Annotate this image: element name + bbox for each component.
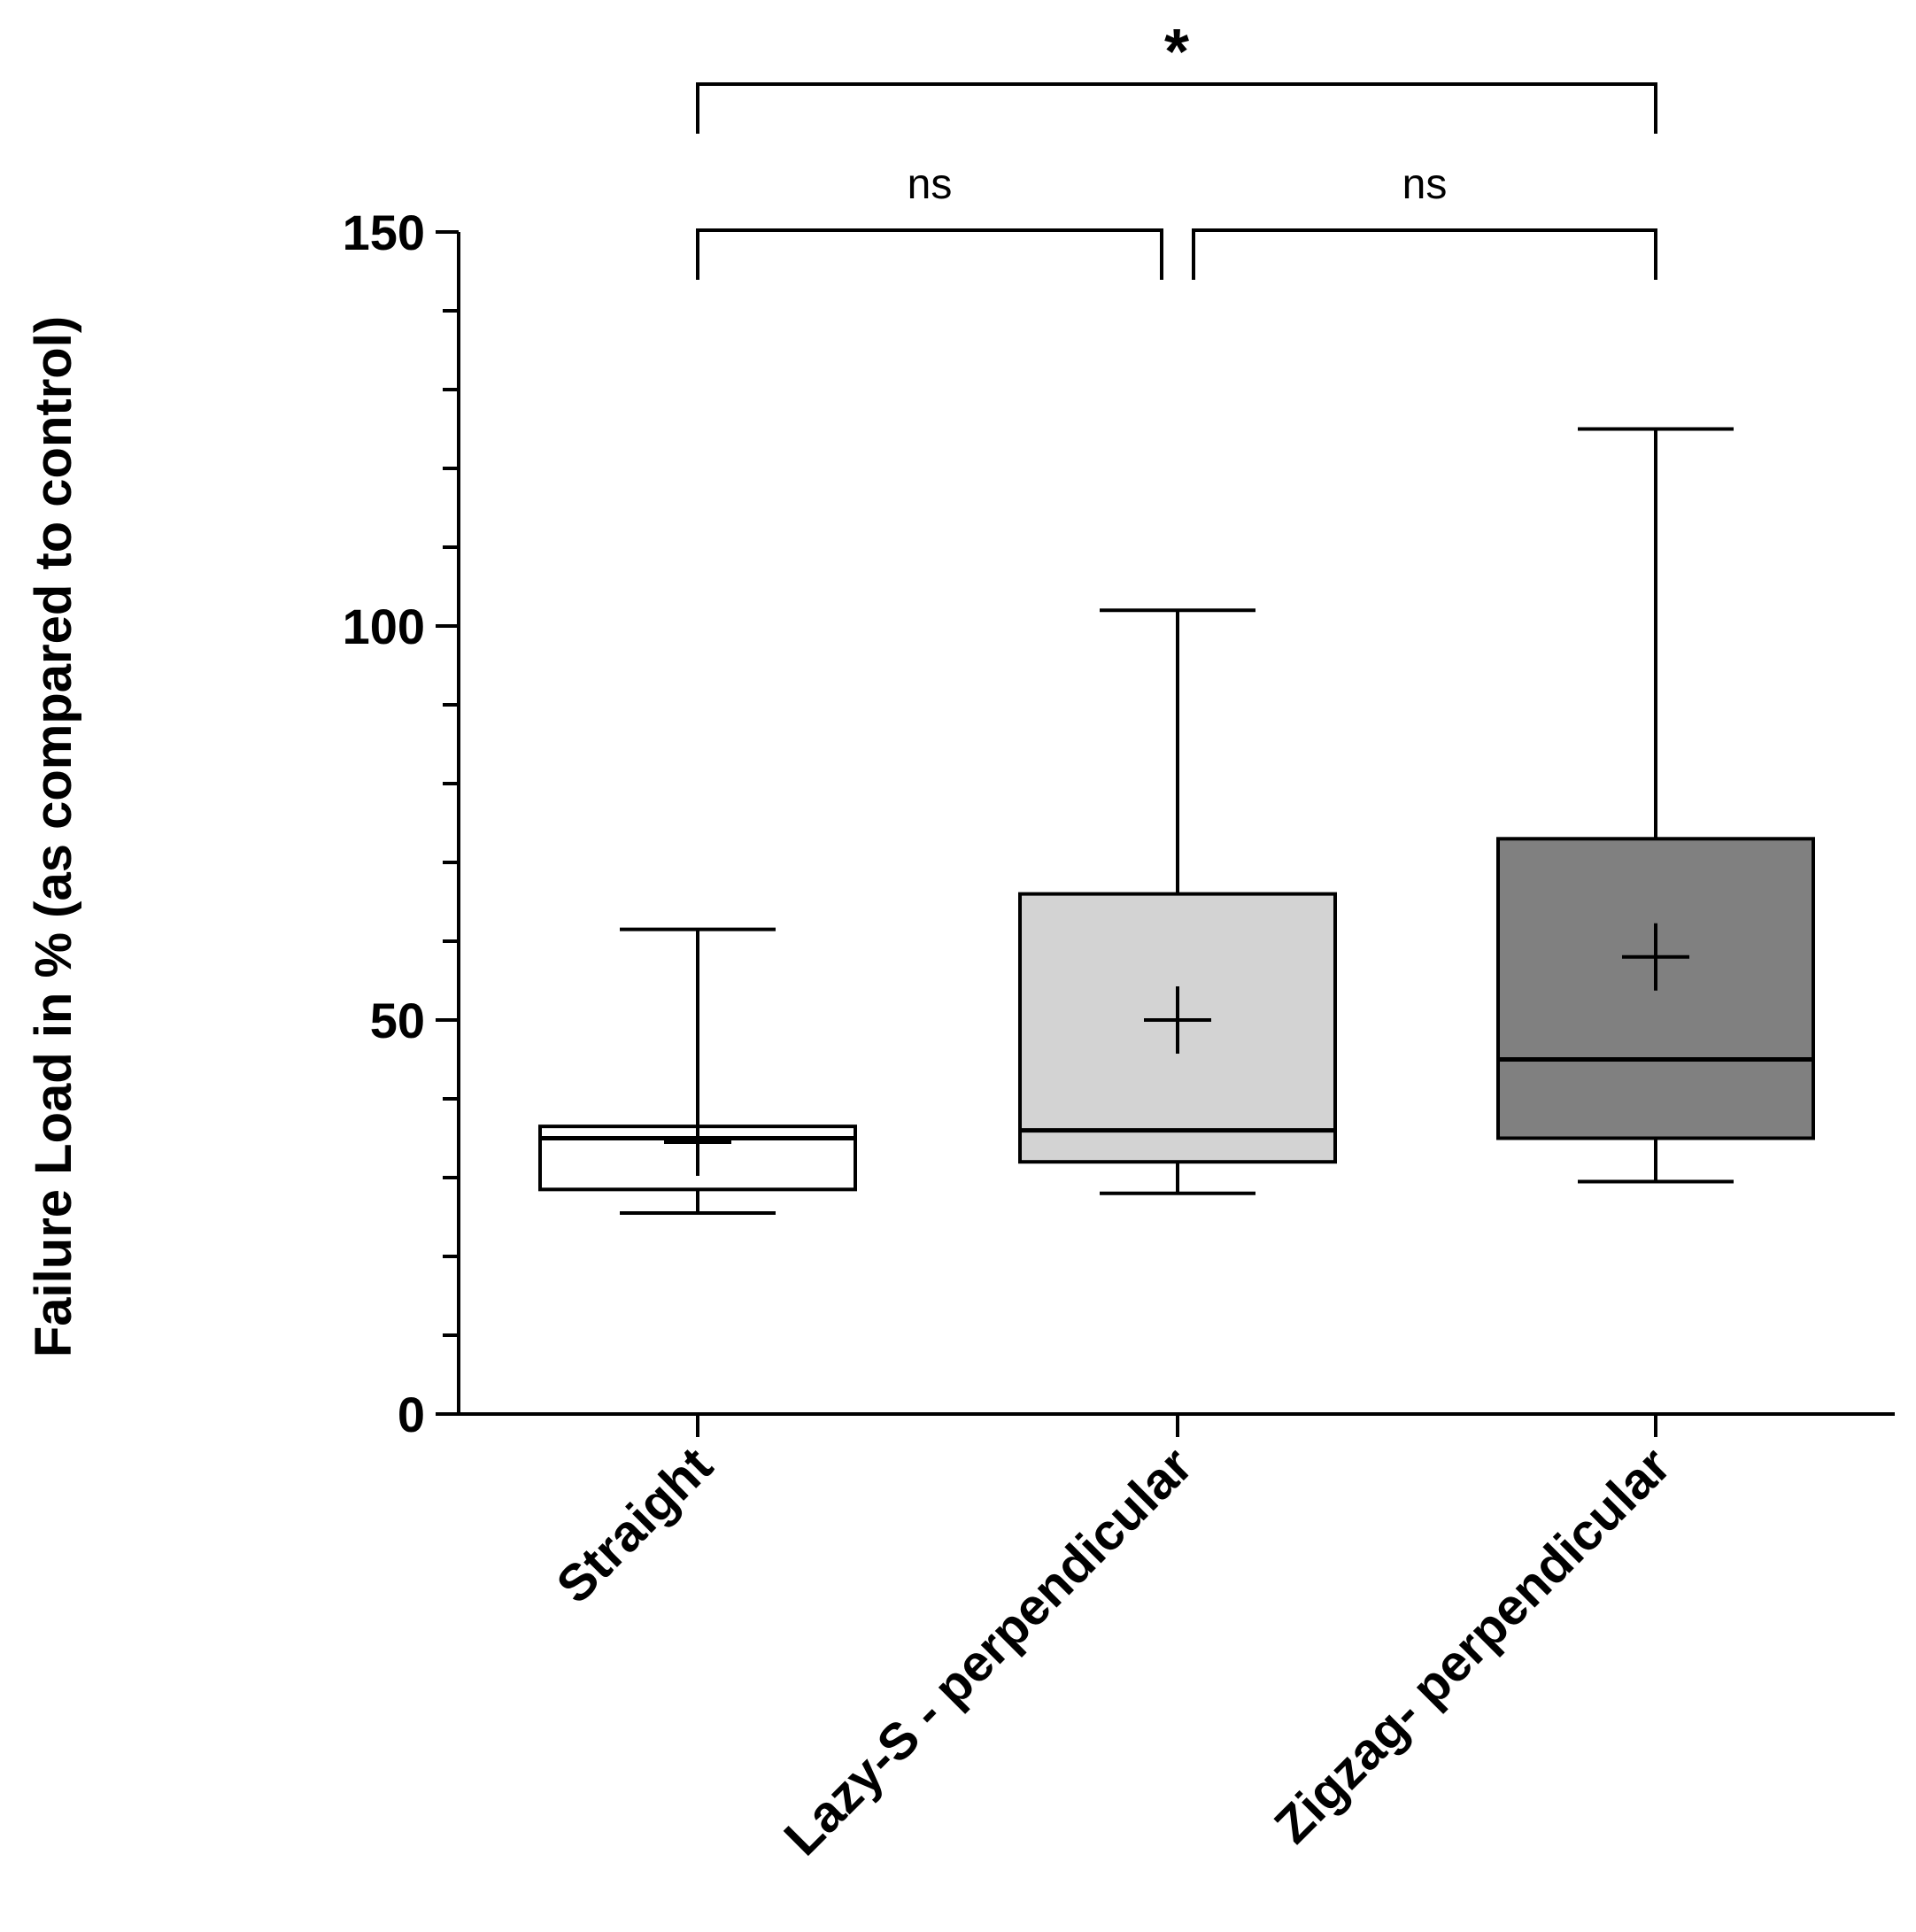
sig-bracket-0: ns <box>696 161 1163 280</box>
x-category-label: Zigzag- perpendicular <box>1263 1436 1681 1854</box>
boxes <box>538 427 1815 1216</box>
y-axis: 0 50 100 150 <box>343 205 460 1442</box>
significance-label: ns <box>1402 161 1448 208</box>
sig-bracket-1: ns <box>1192 161 1657 280</box>
significance-label: * <box>1164 17 1189 88</box>
box-0 <box>538 927 857 1216</box>
y-tick-label: 150 <box>343 205 425 260</box>
y-tick-label: 50 <box>370 993 425 1048</box>
bracket-line <box>696 228 1163 280</box>
significance-label: ns <box>908 161 953 208</box>
significance-brackets: ns ns * <box>696 17 1657 280</box>
x-category-label: Lazy-S - perpendicular <box>773 1436 1203 1866</box>
x-axis: Straight Lazy-S - perpendicular Zigzag- pe… <box>459 1412 1895 1866</box>
box-2 <box>1496 427 1815 1184</box>
y-axis-label: Failure Load in % (as compared to contro… <box>25 316 82 1357</box>
box-1 <box>1018 608 1337 1195</box>
bracket-line <box>1192 228 1657 280</box>
bracket-line <box>696 82 1657 134</box>
y-tick-label: 100 <box>343 599 425 654</box>
y-tick-label: 0 <box>398 1387 425 1442</box>
x-category-label: Straight <box>545 1436 723 1614</box>
sig-bracket-2: * <box>696 17 1657 134</box>
